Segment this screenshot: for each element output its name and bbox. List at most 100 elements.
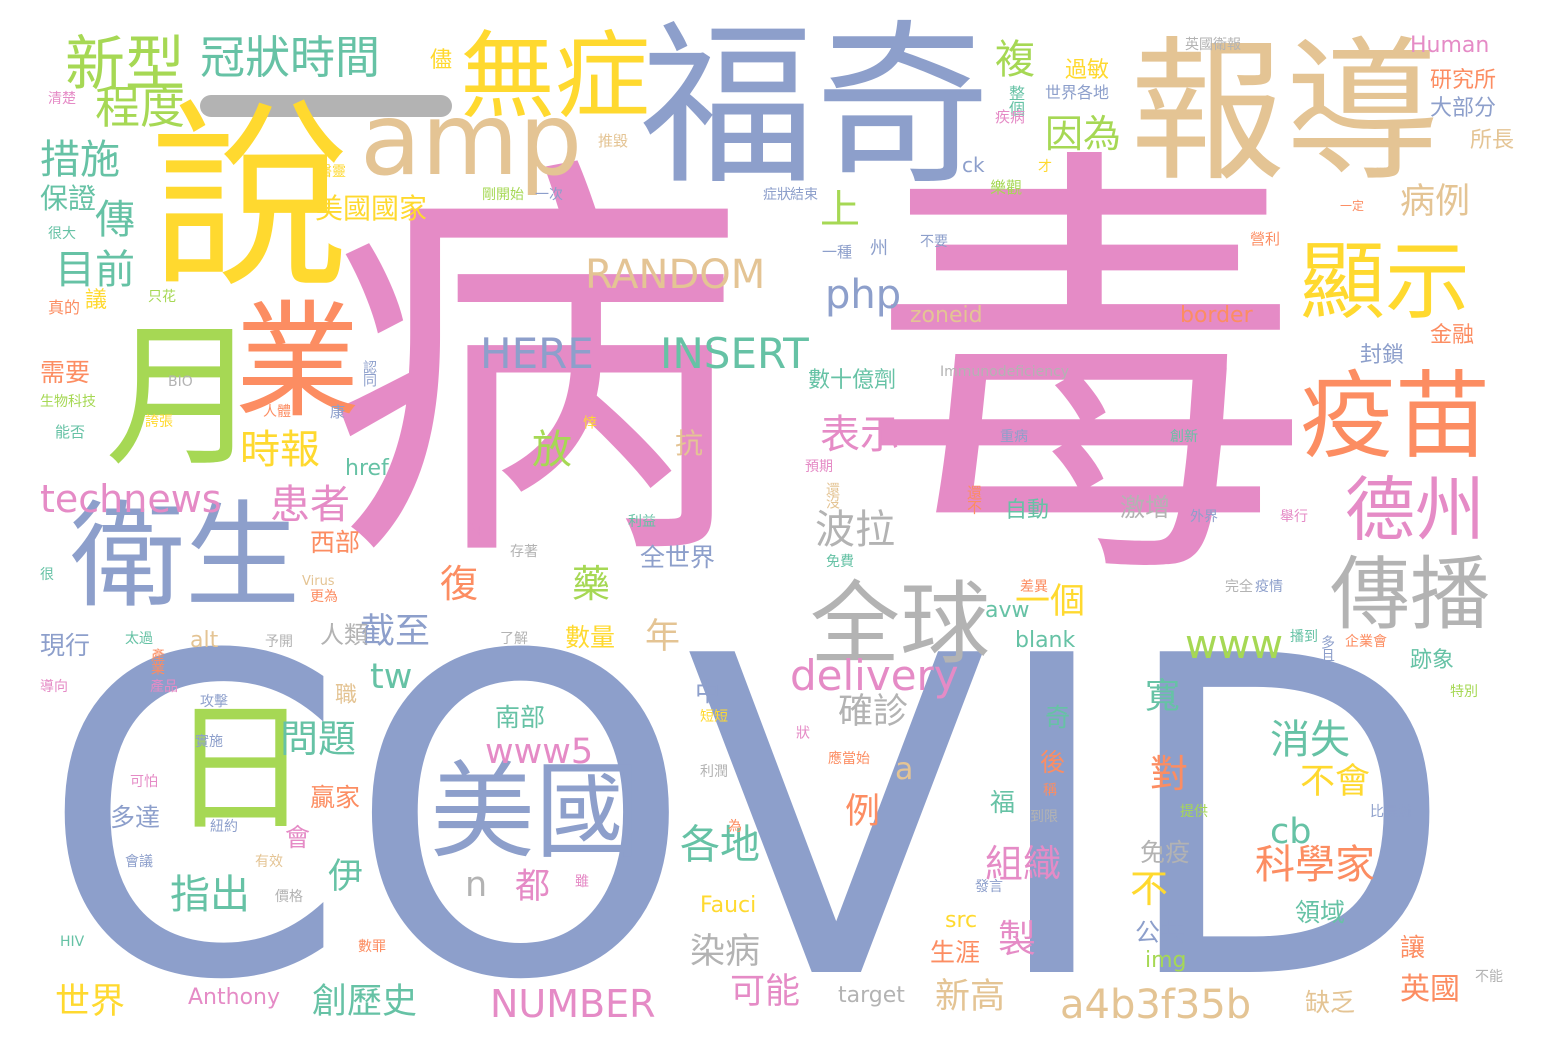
cloud-word: 月	[105, 307, 260, 488]
cloud-word: 一個	[1015, 582, 1086, 622]
cloud-word: 組織	[985, 842, 1062, 886]
cloud-word: 應當始	[828, 751, 870, 767]
cloud-word: 封鎖	[1360, 343, 1405, 368]
cloud-word: 全世界	[640, 543, 716, 572]
cloud-word: 研究所	[1430, 68, 1497, 93]
cloud-word: 到限	[1030, 809, 1058, 825]
cloud-word: 舉行	[1280, 509, 1308, 525]
cloud-word: 所長	[1470, 128, 1515, 153]
cloud-word: technews	[40, 477, 222, 521]
cloud-word: 預期	[805, 459, 833, 475]
cloud-word: 攻擊	[200, 694, 228, 710]
cloud-word: 提供	[1180, 804, 1208, 820]
cloud-word: 免費	[826, 554, 854, 570]
cloud-word: 上	[820, 187, 860, 233]
cloud-word: 結束	[790, 187, 818, 203]
cloud-word: 稱	[1041, 782, 1057, 796]
cloud-word: 人類	[320, 621, 368, 649]
cloud-word: 才	[1038, 159, 1052, 175]
cloud-word: 儘	[430, 48, 453, 73]
cloud-word: delivery	[790, 651, 959, 700]
cloud-word: 伊	[328, 857, 364, 897]
cloud-word: 樂觀	[990, 178, 1023, 197]
cloud-word: n	[465, 865, 488, 905]
cloud-word: 疾病	[995, 108, 1026, 126]
cloud-word: 年	[645, 617, 681, 657]
cloud-word: 抗	[675, 427, 704, 460]
cloud-word: 真的	[48, 298, 81, 317]
cloud-word: cb	[1270, 812, 1312, 852]
cloud-word: 各地	[680, 822, 760, 868]
cloud-word: 衛生	[70, 490, 301, 624]
cloud-word: 生涯	[930, 938, 981, 967]
gray-dash-shape	[200, 95, 452, 117]
cloud-word: 截至	[360, 612, 431, 652]
cloud-word: 表示	[820, 412, 900, 458]
cloud-word: 發言	[975, 879, 1003, 895]
cloud-word: tw	[370, 657, 413, 697]
cloud-word: 南部	[495, 703, 546, 732]
cloud-word: 有效	[255, 854, 283, 870]
cloud-word: 寬	[1145, 677, 1181, 717]
cloud-word: 企業會	[1345, 634, 1387, 650]
cloud-word: 醫靈	[318, 164, 346, 180]
cloud-word: 短短	[700, 709, 728, 725]
cloud-word: 產業	[149, 648, 165, 675]
cloud-word: 顯示	[1300, 233, 1471, 332]
cloud-word: NUMBER	[490, 982, 656, 1026]
cloud-word: 激增	[1120, 493, 1171, 522]
cloud-word: 存著	[510, 544, 538, 560]
cloud-word: 全球	[810, 572, 990, 677]
cloud-word: 人體	[263, 404, 291, 420]
cloud-word: Fauci	[700, 893, 757, 918]
cloud-word: 數罪	[358, 939, 386, 955]
cloud-word: 創新	[1170, 429, 1198, 445]
cloud-word: 清楚	[48, 91, 76, 107]
cloud-word: Virus	[302, 574, 335, 589]
cloud-word: 跡象	[1410, 648, 1455, 673]
cloud-word: 因為	[1045, 112, 1122, 156]
cloud-word: img	[1145, 948, 1187, 973]
cloud-word: 大部分	[1430, 96, 1497, 121]
cloud-word: 議	[85, 288, 108, 313]
cloud-word: 症狀	[763, 187, 791, 203]
cloud-word: 傳	[95, 197, 135, 243]
cloud-word: 藥	[572, 562, 611, 606]
cloud-word: 多且	[1319, 635, 1335, 662]
cloud-word: 播到	[1290, 629, 1318, 645]
cloud-word: 內	[466, 521, 482, 539]
cloud-word: 美國	[430, 751, 641, 873]
cloud-word: 很	[40, 567, 54, 583]
cloud-word: 需要	[40, 358, 91, 387]
cloud-word: 說	[150, 83, 351, 316]
cloud-word: 悻	[581, 415, 597, 429]
cloud-word: border	[1180, 303, 1253, 328]
cloud-word: 利潤	[700, 764, 728, 780]
cloud-word: 消失	[1270, 717, 1350, 763]
cloud-word: 營利	[1250, 230, 1281, 248]
cloud-word: 一種	[822, 243, 853, 261]
cloud-word: 一次	[535, 187, 563, 203]
cloud-word: 紐約	[210, 819, 238, 835]
cloud-word: 誇張	[145, 414, 173, 430]
cloud-word: 目前	[55, 247, 135, 293]
cloud-word: 不會	[1300, 762, 1371, 802]
cloud-word: 毒	[860, 113, 1310, 637]
cloud-word: 保證	[40, 182, 97, 215]
cloud-word: 疫情	[1255, 579, 1283, 595]
cloud-word: 金融	[1430, 323, 1475, 348]
cloud-word: a4b3f35b	[1060, 982, 1252, 1028]
cloud-word: 報導	[1130, 22, 1440, 203]
cloud-word: 公共	[1135, 918, 1186, 947]
cloud-word: 狀	[794, 725, 810, 739]
cloud-word: 太過	[125, 631, 153, 647]
cloud-word: blank	[1015, 628, 1076, 653]
cloud-word: 放	[532, 427, 572, 473]
cloud-word: 職	[335, 683, 358, 708]
cloud-word: 傳播	[1330, 548, 1490, 641]
cloud-word: 數量	[565, 623, 616, 652]
cloud-word: 西部	[310, 528, 361, 557]
cloud-word: 為	[728, 819, 742, 835]
cloud-word: 重病	[1000, 429, 1028, 445]
cloud-word: 比晨瀚	[1370, 804, 1412, 820]
